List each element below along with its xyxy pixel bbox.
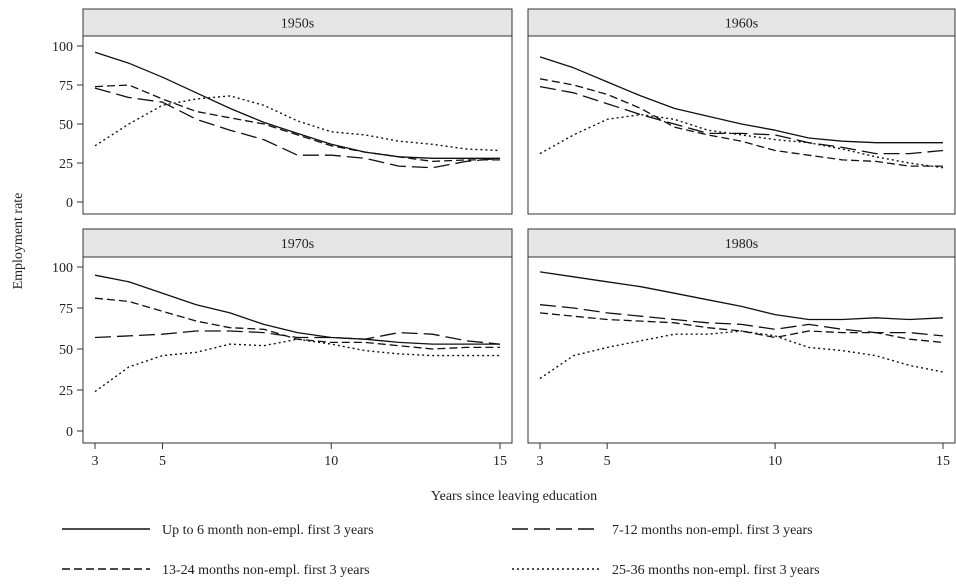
series-line-2 — [94, 330, 501, 345]
panel-title: 1950s — [281, 17, 314, 32]
plot-frame — [82, 35, 513, 215]
panel-strip — [82, 8, 513, 37]
legend-label: Up to 6 month non-empl. first 3 years — [162, 523, 374, 538]
series-line-3 — [94, 297, 500, 350]
y-tick-label: 100 — [52, 261, 73, 276]
panel-title: 1970s — [281, 237, 314, 252]
series-line-4 — [539, 330, 944, 380]
y-tick-label: 25 — [59, 384, 73, 399]
x-tick-label: 3 — [92, 454, 99, 469]
legend-item-4: 25-36 months non-empl. first 3 years — [512, 563, 820, 578]
x-tick-label: 5 — [159, 454, 166, 469]
panel-1980s: 1980s 3 5 10 15 — [527, 228, 956, 469]
series-line-4 — [94, 95, 501, 152]
series-line-1 — [94, 274, 500, 345]
series-line-4 — [539, 113, 944, 169]
legend-label: 7-12 months non-empl. first 3 years — [612, 523, 813, 538]
panel-1970s: 1970s 0 25 50 75 100 3 5 10 15 — [52, 228, 513, 469]
y-tick-label: 25 — [59, 157, 73, 172]
x-tick-label: 10 — [324, 454, 338, 469]
x-tick-label: 5 — [604, 454, 611, 469]
series-line-3 — [539, 78, 943, 167]
panel-strip — [527, 228, 956, 258]
legend-item-3: 13-24 months non-empl. first 3 years — [62, 563, 370, 578]
series-line-2 — [539, 85, 944, 155]
series-line-3 — [94, 84, 500, 163]
legend-item-1: Up to 6 month non-empl. first 3 years — [62, 523, 374, 538]
y-tick-label: 50 — [59, 118, 73, 133]
y-tick-label: 0 — [66, 196, 73, 211]
legend-item-2: 7-12 months non-empl. first 3 years — [512, 523, 813, 538]
panel-1950s: 1950s 0 25 50 75 100 — [52, 8, 513, 215]
plot-frame — [82, 256, 513, 444]
legend-label: 25-36 months non-empl. first 3 years — [612, 563, 820, 578]
series-line-3 — [539, 312, 944, 344]
series-line-1 — [539, 271, 944, 321]
plot-frame — [527, 256, 956, 444]
y-axis-title: Employment rate — [11, 193, 26, 290]
y-tick-label: 0 — [66, 425, 73, 440]
panel-title: 1960s — [725, 17, 758, 32]
series-line-4 — [94, 338, 500, 393]
series-line-2 — [94, 87, 501, 169]
x-tick-label: 10 — [768, 454, 782, 469]
legend: Up to 6 month non-empl. first 3 years 7-1… — [62, 523, 820, 578]
panel-1960s: 1960s — [527, 8, 956, 215]
panel-title: 1980s — [725, 237, 758, 252]
y-tick-label: 50 — [59, 343, 73, 358]
series-line-1 — [539, 56, 943, 144]
x-tick-label: 15 — [936, 454, 950, 469]
x-axis-title: Years since leaving education — [431, 489, 597, 504]
panel-strip — [82, 228, 513, 258]
plot-frame — [527, 35, 956, 215]
x-tick-label: 15 — [493, 454, 507, 469]
legend-label: 13-24 months non-empl. first 3 years — [162, 563, 370, 578]
x-tick-label: 3 — [537, 454, 544, 469]
y-tick-label: 75 — [59, 302, 73, 317]
y-tick-label: 75 — [59, 79, 73, 94]
y-tick-label: 100 — [52, 40, 73, 55]
series-line-1 — [94, 51, 500, 159]
